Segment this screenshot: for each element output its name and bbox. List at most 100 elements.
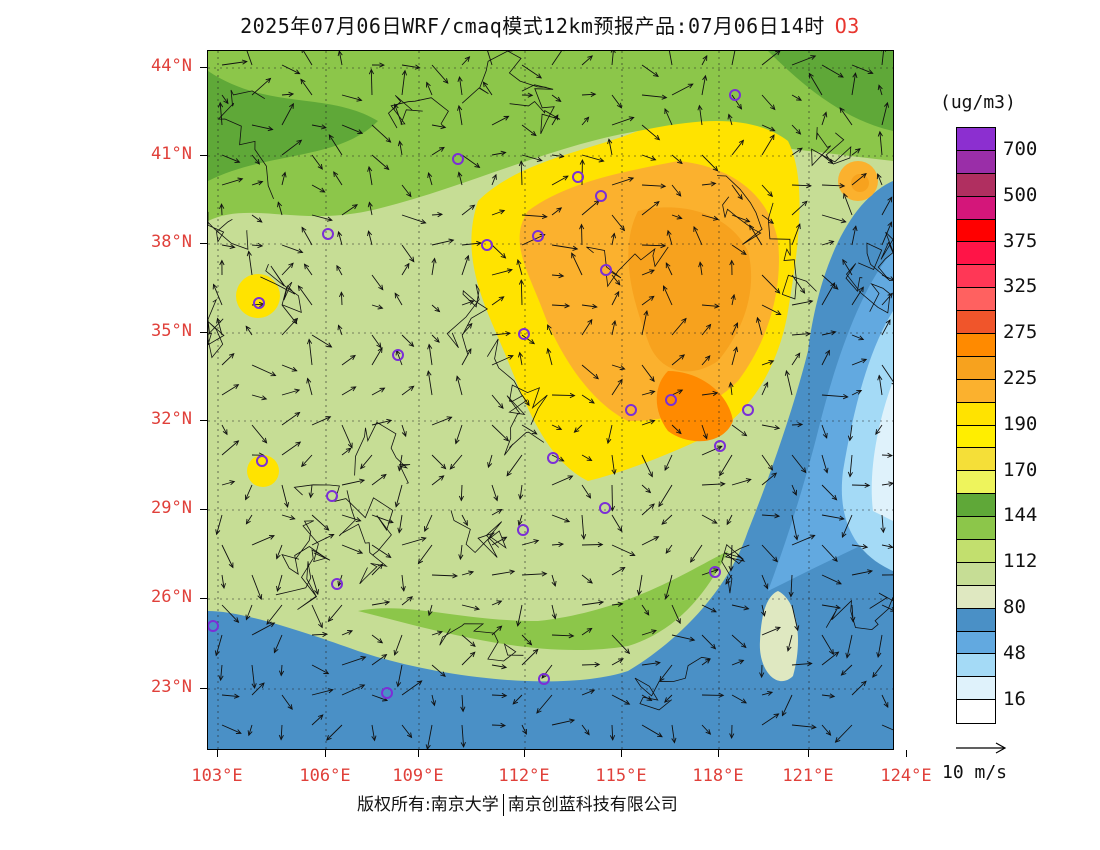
wind-vector xyxy=(341,478,366,486)
wind-vector xyxy=(759,664,765,679)
wind-vector xyxy=(731,139,745,156)
wind-vector xyxy=(281,514,296,521)
city-marker xyxy=(381,687,393,699)
wind-vector xyxy=(431,211,444,218)
wind-vector xyxy=(671,354,686,366)
wind-vector xyxy=(521,724,527,735)
wind-vector xyxy=(400,574,406,592)
wind-vector xyxy=(221,440,240,456)
wind-vector xyxy=(461,322,473,336)
wind-vector xyxy=(220,574,226,590)
wind-vector xyxy=(791,724,817,730)
wind-vector xyxy=(881,724,893,731)
colorbar-swatch xyxy=(957,128,995,151)
wind-vector xyxy=(247,724,253,737)
wind-vector xyxy=(641,390,656,396)
wind-vector xyxy=(251,424,268,444)
lon-tick xyxy=(906,750,907,757)
wind-vector xyxy=(851,72,858,96)
wind-vector xyxy=(311,124,327,130)
wind-vector xyxy=(641,94,668,100)
wind-vector xyxy=(731,214,751,223)
wind-vector xyxy=(881,364,893,385)
lon-tick xyxy=(621,750,622,757)
wind-vector xyxy=(761,513,781,519)
wind-vector xyxy=(401,385,415,396)
wind-vector xyxy=(311,514,330,531)
wind-vector xyxy=(341,94,363,102)
wind-vector xyxy=(839,107,853,126)
wind-vector xyxy=(880,514,886,534)
wind-vector xyxy=(303,263,313,276)
wind-vector xyxy=(245,604,253,621)
wind-vector xyxy=(491,244,507,259)
wind-vector xyxy=(221,177,244,186)
wind-vector xyxy=(881,452,893,458)
wind-vector xyxy=(791,55,817,66)
wind-vector xyxy=(611,116,635,126)
wind-vector xyxy=(658,484,673,508)
wind-vector xyxy=(333,171,343,186)
wind-vector xyxy=(847,454,853,478)
wind-vector xyxy=(221,154,241,163)
wind-vector xyxy=(491,569,516,576)
wind-vector xyxy=(396,664,403,688)
wind-vector xyxy=(731,694,747,704)
wind-vector xyxy=(551,94,562,103)
wind-vector xyxy=(610,51,616,66)
wind-vector xyxy=(701,604,717,613)
province-boundary xyxy=(504,395,545,456)
copyright-footer: 版权所有:南京大学 南京创蓝科技有限公司 xyxy=(357,790,678,816)
wind-vector xyxy=(221,59,248,66)
wind-vector xyxy=(791,223,801,246)
wind-vector xyxy=(701,355,711,366)
wind-vector xyxy=(659,664,673,682)
wind-vector xyxy=(641,629,657,636)
wind-vector xyxy=(461,514,468,527)
wind-vector xyxy=(851,358,868,366)
province-boundary xyxy=(825,592,893,631)
wind-vector xyxy=(611,694,631,705)
wind-vector xyxy=(431,257,437,276)
wind-vector xyxy=(431,664,446,677)
wind-vector xyxy=(821,183,846,189)
colorbar-label: 16 xyxy=(1003,687,1026,710)
wind-vector xyxy=(847,424,853,442)
province-boundary xyxy=(486,338,548,425)
wind-vector xyxy=(729,724,735,740)
lon-label: 112°E xyxy=(498,766,550,786)
wind-vector xyxy=(251,77,272,96)
wind-vector xyxy=(851,225,858,246)
wind-vector xyxy=(641,660,661,666)
wind-vector xyxy=(401,334,415,348)
wind-vector xyxy=(641,419,656,426)
wind-vector xyxy=(281,91,295,97)
wind-vector xyxy=(791,200,808,216)
wind-vector xyxy=(401,262,410,276)
wind-vector xyxy=(821,634,834,656)
wind-vector xyxy=(731,244,747,255)
wind-vector xyxy=(821,214,847,224)
wind-vector xyxy=(401,424,407,438)
wind-vector xyxy=(281,102,294,126)
lat-tick xyxy=(200,332,207,333)
wind-vector xyxy=(551,51,565,66)
forecast-map[interactable] xyxy=(207,50,894,750)
wind-vector xyxy=(756,316,763,336)
wind-vector xyxy=(457,75,463,96)
colorbar-swatch xyxy=(957,585,995,609)
wind-vector xyxy=(521,92,534,98)
city-marker xyxy=(709,566,721,578)
wind-vector xyxy=(821,724,832,736)
wind-vector xyxy=(546,324,553,336)
lon-label: 115°E xyxy=(595,766,647,786)
province-boundary xyxy=(208,211,249,250)
wind-vector xyxy=(581,514,587,540)
wind-vector xyxy=(337,51,343,66)
wind-vector xyxy=(341,514,362,523)
wind-vector xyxy=(458,484,464,502)
city-marker xyxy=(600,264,612,276)
city-marker xyxy=(326,490,338,502)
wind-vector xyxy=(518,279,524,306)
wind-vector xyxy=(821,349,830,366)
